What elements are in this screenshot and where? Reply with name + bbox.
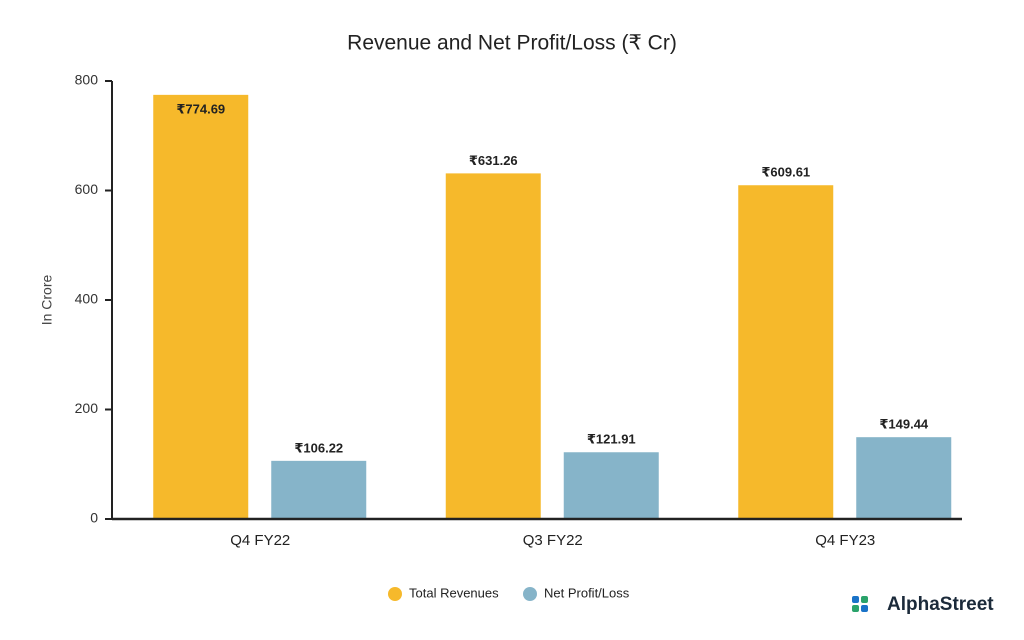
y-tick-label: 800: [75, 72, 99, 88]
logo: AlphaStreet: [852, 594, 994, 615]
value-label: ₹774.69: [176, 101, 225, 116]
y-axis-label: In Crore: [39, 275, 55, 326]
value-label: ₹631.26: [469, 153, 518, 168]
brand: AlphaStreet: [887, 594, 994, 615]
y-tick-label: 400: [75, 291, 99, 307]
logo-piece: [852, 605, 859, 612]
y-tick-label: 600: [75, 181, 99, 197]
legend-label: Net Profit/Loss: [544, 585, 630, 600]
logo-piece: [852, 596, 859, 603]
bar: [563, 452, 659, 519]
value-label: ₹149.44: [879, 417, 929, 432]
chart-title: Revenue and Net Profit/Loss (₹ Cr): [347, 32, 677, 55]
legend-label: Total Revenues: [409, 585, 499, 600]
bar: [445, 173, 541, 520]
legend-marker: [523, 587, 537, 601]
bar: [271, 460, 367, 519]
legend-marker: [388, 587, 402, 601]
bar: [153, 94, 249, 519]
value-label: ₹106.22: [294, 440, 343, 455]
y-tick-label: 200: [75, 400, 99, 416]
bar: [738, 185, 834, 519]
value-label: ₹121.91: [587, 432, 636, 447]
x-tick-label: Q4 FY23: [815, 532, 875, 549]
y-tick-label: 0: [90, 510, 98, 526]
x-tick-label: Q3 FY22: [523, 532, 583, 549]
bar: [856, 437, 952, 519]
value-label: ₹609.61: [761, 165, 810, 180]
logo-piece: [861, 605, 868, 612]
x-tick-label: Q4 FY22: [230, 532, 290, 549]
logo-piece: [861, 596, 868, 603]
